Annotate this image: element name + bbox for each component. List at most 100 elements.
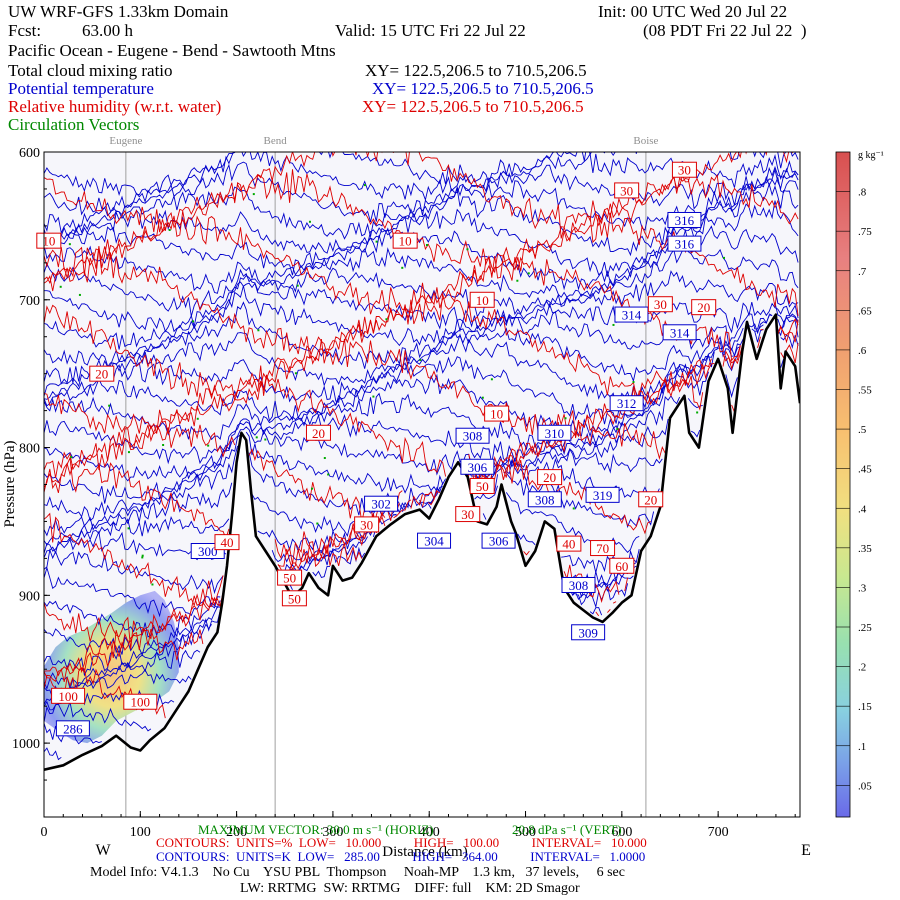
circulation-vector xyxy=(294,372,297,375)
theta-label-box xyxy=(667,211,702,228)
colorbar-tick-label: .3 xyxy=(858,582,867,594)
theta-contour xyxy=(44,649,201,700)
circulation-vector xyxy=(168,229,171,232)
max-vector-horiz: MAXIMUM VECTOR: 30.0 m s⁻¹ (HORIZ) xyxy=(198,822,434,837)
theta-label: 302 xyxy=(371,497,391,512)
rh-label: 10 xyxy=(476,293,489,308)
colorbar-tick-label: .2 xyxy=(858,662,866,674)
max-vector-vert: 20.8 dPa s⁻¹ (VERT) xyxy=(512,822,622,837)
rh-label-box xyxy=(469,291,495,308)
rh-label-box xyxy=(305,424,331,441)
field-cloud-name: Total cloud mixing ratio xyxy=(8,61,173,80)
rh-label: 40 xyxy=(562,537,575,552)
circulation-vector xyxy=(127,451,130,454)
rh-label-box xyxy=(590,540,616,557)
circulation-vector xyxy=(385,318,388,321)
circulation-vector xyxy=(323,457,326,460)
colorbar-tick-label: .8 xyxy=(858,187,867,199)
east-label: E xyxy=(801,842,811,859)
circulation-vector xyxy=(696,411,699,414)
rh-label-box xyxy=(614,182,640,199)
theta-label-box xyxy=(561,576,596,593)
colorbar-units: g kg⁻¹ xyxy=(858,150,884,161)
x-tick-label: 500 xyxy=(515,825,536,840)
city-label-eugene: Eugene xyxy=(109,135,142,147)
rh-label-box xyxy=(691,299,717,316)
rh-label: 50 xyxy=(476,479,489,494)
x-tick-label: 600 xyxy=(611,825,632,840)
circulation-vector xyxy=(127,527,130,530)
circulation-vector xyxy=(308,220,311,223)
circulation-vector xyxy=(264,438,267,441)
rh-label-box xyxy=(469,477,495,494)
field-theta-name: Potential temperature xyxy=(8,79,154,98)
circulation-vector xyxy=(162,443,165,446)
circulation-vector xyxy=(192,320,195,323)
colorbar-tick-label: .4 xyxy=(858,503,867,515)
rh-contour xyxy=(44,628,204,689)
circulation-vector xyxy=(516,279,519,282)
rh-label-box xyxy=(484,405,510,422)
theta-contour xyxy=(44,243,799,333)
circulation-vector xyxy=(316,522,319,525)
model-info: Model Info: V4.1.3 No Cu YSU PBL Thompso… xyxy=(90,865,625,880)
theta-label: 308 xyxy=(463,429,483,444)
theta-label: 309 xyxy=(578,625,598,640)
y-tick-label: 1000 xyxy=(12,737,40,752)
theta-label: 316 xyxy=(675,237,695,252)
theta-contour xyxy=(44,152,799,197)
rh-label: 30 xyxy=(620,183,633,198)
theta-label: 308 xyxy=(535,492,555,507)
theta-label: 312 xyxy=(617,396,637,411)
y-tick-label: 600 xyxy=(19,146,40,161)
theta-label-box xyxy=(417,532,452,549)
circulation-vector xyxy=(257,329,260,332)
rh-label: 70 xyxy=(596,541,609,556)
rh-label: 40 xyxy=(220,535,233,550)
theta-contour xyxy=(44,526,637,595)
rh-label-box xyxy=(638,491,664,508)
x-tick-label: 300 xyxy=(322,825,343,840)
colorbar-tick-label: .05 xyxy=(858,780,872,792)
circulation-vector xyxy=(327,473,330,476)
circulation-vector xyxy=(401,266,404,269)
theta-label: 306 xyxy=(468,460,488,475)
chart-title: UW WRF-GFS 1.33km Domain xyxy=(8,2,229,21)
west-label: W xyxy=(95,842,111,859)
rh-label: 20 xyxy=(697,300,710,315)
rh-label: 30 xyxy=(360,517,373,532)
circulation-vector xyxy=(296,284,299,287)
theta-label-box xyxy=(667,235,702,252)
theta-contour xyxy=(44,200,799,294)
rh-label-box xyxy=(392,232,418,249)
field-rh-name: Relative humidity (w.r.t. water) xyxy=(8,97,222,116)
circulation-vector xyxy=(481,396,484,399)
theta-contour xyxy=(44,503,640,573)
theta-label: 314 xyxy=(670,325,690,340)
circulation-vector xyxy=(527,272,530,275)
circulation-vector xyxy=(141,554,144,557)
theta-label-box xyxy=(609,395,644,412)
theta-label-box xyxy=(585,486,620,503)
x-tick-label: 400 xyxy=(419,825,440,840)
circulation-vector xyxy=(372,395,375,398)
rh-label-box xyxy=(455,506,481,523)
circulation-vector xyxy=(564,417,567,420)
rh-contour xyxy=(44,293,799,401)
forecast-hour: 63.00 h xyxy=(82,21,133,40)
rh-label: 10 xyxy=(399,234,412,249)
colorbar-tick-label: .6 xyxy=(858,345,867,357)
rh-label: 100 xyxy=(58,689,78,704)
colorbar xyxy=(835,151,851,818)
colorbar-tick-label: .65 xyxy=(858,305,872,317)
theta-label-box xyxy=(481,532,516,549)
rh-label-box xyxy=(537,469,563,486)
theta-label: 286 xyxy=(63,721,83,736)
circulation-vector xyxy=(425,243,428,246)
theta-label: 314 xyxy=(622,308,642,323)
theta-label: 300 xyxy=(198,544,218,559)
theta-label: 310 xyxy=(545,426,565,441)
region-name: Pacific Ocean - Eugene - Bend - Sawtooth… xyxy=(8,41,336,60)
theta-label: 316 xyxy=(675,213,695,228)
colorbar-tick-label: .45 xyxy=(858,464,872,476)
